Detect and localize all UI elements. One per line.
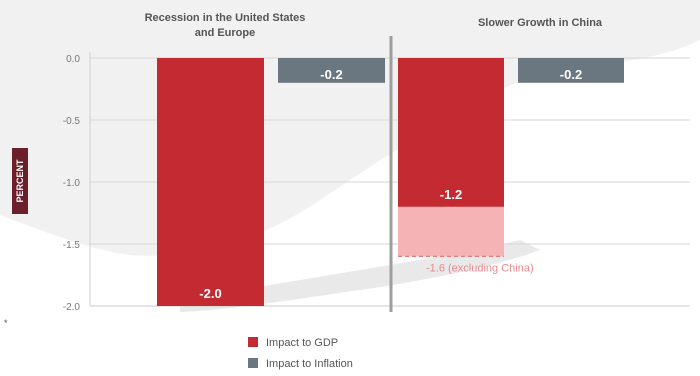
background-map-shadow	[180, 240, 540, 312]
y-tick-label: 0.0	[66, 54, 80, 65]
panel-title-line-1: Recession in the United States	[145, 12, 306, 24]
bar-inflation-recession	[278, 58, 385, 83]
panel-title-china: Slower Growth in China	[478, 17, 603, 29]
y-tick-label: -0.5	[63, 116, 81, 127]
bar-gdp-china	[398, 58, 504, 207]
bar-value-label: -0.2	[320, 67, 342, 82]
y-axis-label: PERCENT	[15, 159, 25, 203]
bar-value-label: -2.0	[199, 286, 221, 301]
y-tick-label: -2.0	[63, 302, 81, 313]
background-map-shape	[0, 0, 700, 256]
footnote-mark: *	[4, 318, 8, 328]
legend-swatch-gdp	[248, 337, 258, 347]
legend-swatch-inflation	[248, 358, 258, 368]
y-tick-label: -1.0	[63, 178, 81, 189]
panel-title-line-2: and Europe	[195, 27, 256, 39]
y-axis-label-box	[12, 148, 28, 214]
legend-label-gdp: Impact to GDP	[266, 337, 338, 349]
bar-value-label: -0.2	[560, 67, 582, 82]
y-tick-label: -1.5	[63, 240, 81, 251]
bar-inflation-china	[518, 58, 624, 83]
legend: Impact to GDP Impact to Inflation	[248, 337, 353, 370]
legend-label-inflation: Impact to Inflation	[266, 358, 353, 370]
bar-gdp-excluding-china	[398, 206, 504, 257]
bar-gdp-recession	[157, 58, 264, 306]
bar-value-label: -1.2	[440, 187, 462, 202]
excluding-china-annotation: -1.6 (excluding China)	[426, 262, 534, 274]
